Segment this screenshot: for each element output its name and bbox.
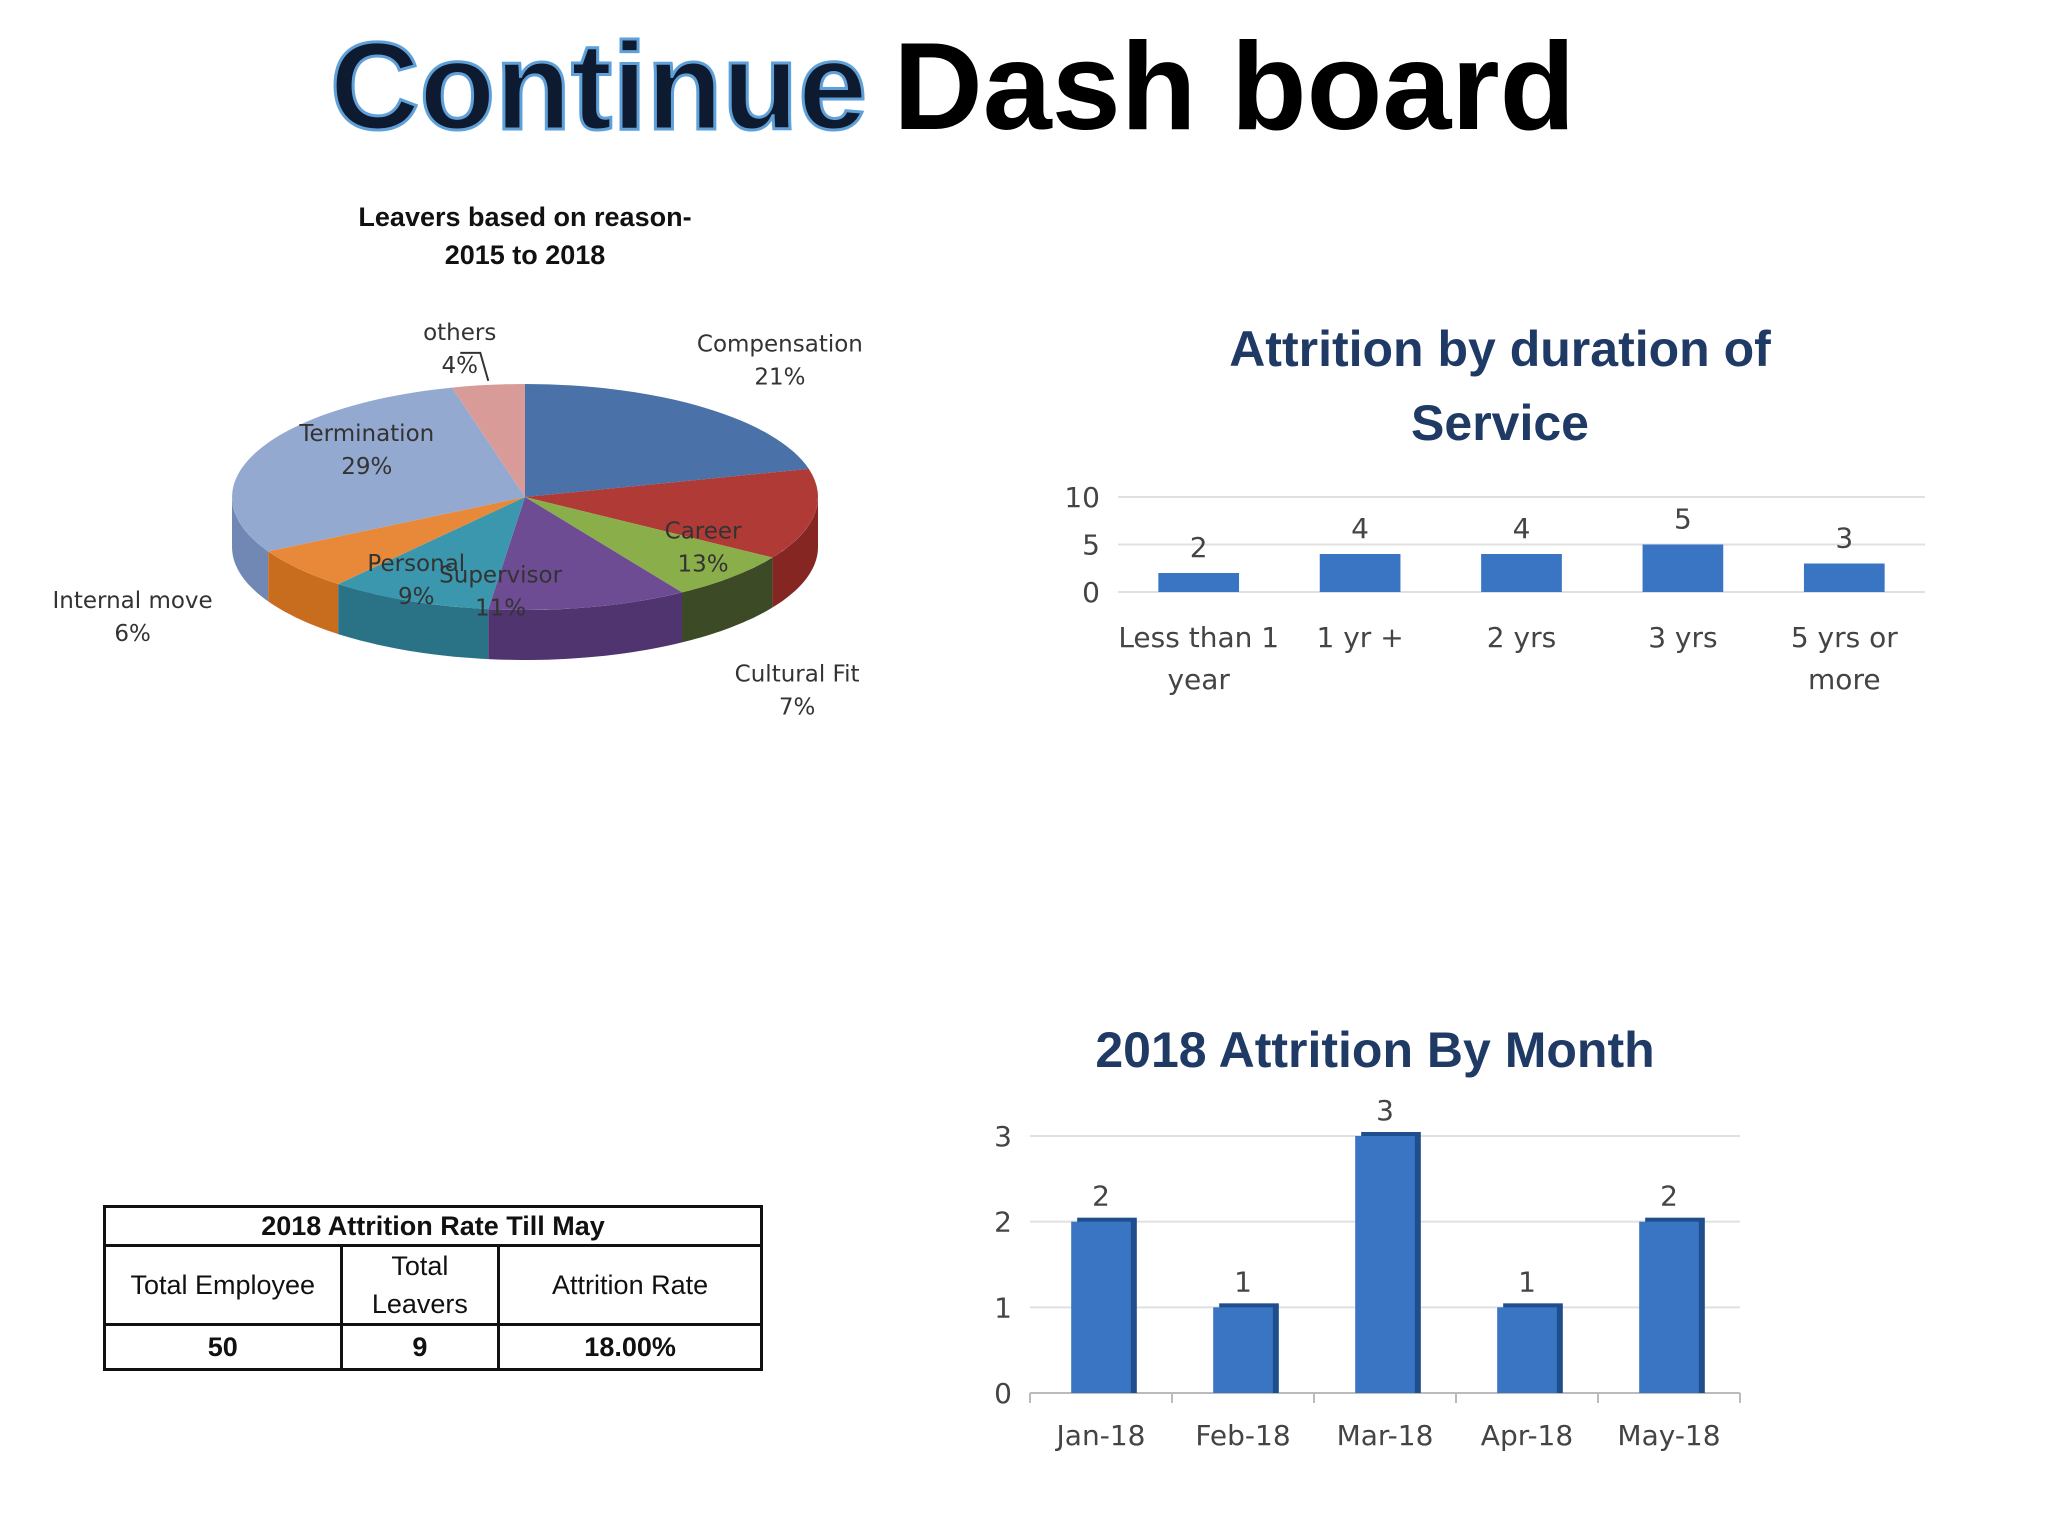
title-rest: Dash board — [893, 18, 1576, 156]
pie-title-line-1: Leavers based on reason- — [358, 202, 692, 232]
bar-feb-18 — [1213, 1307, 1273, 1393]
x-tick-label-jan-18: Jan-18 — [1055, 1419, 1146, 1452]
cell-attrition-rate: 18.00% — [497, 1323, 763, 1371]
pie-value-compensation: 21% — [754, 365, 805, 391]
y-tick-label: 0 — [994, 1377, 1012, 1410]
data-label-feb-18: 1 — [1234, 1265, 1252, 1298]
pie-value-personal: 9% — [398, 584, 435, 610]
pie-side-career — [772, 497, 818, 608]
x-tick-label-less-than-1-year: year — [1167, 663, 1230, 696]
x-tick-label-5-yrs-or-more: 5 yrs or — [1791, 621, 1898, 654]
pie-slice-supervisor — [488, 497, 682, 610]
data-label-3-yrs: 5 — [1674, 503, 1692, 536]
month-bar-chart: 0 1 2 3 2 Jan-18 1 Feb-18 3 Mar-18 1 Apr-18 2 May-18 — [994, 1094, 1741, 1452]
table-header-row: Total Employee Total Leavers Attrition R… — [103, 1244, 763, 1326]
bar-jan-18 — [1071, 1221, 1131, 1393]
cell-total-leavers: 9 — [339, 1323, 501, 1371]
pie-chart: Compensation 21% Career 13% Cultural Fit 7% Su… — [52, 320, 862, 720]
pie-value-cultural-fit: 7% — [779, 694, 816, 720]
pie-leader-line-others — [460, 351, 490, 382]
pie-slice-career — [525, 468, 818, 558]
pie-label-others: others — [423, 320, 496, 346]
bar-3-yrs — [1642, 544, 1724, 592]
x-tick-label-5-yrs-or-more: more — [1808, 663, 1881, 696]
pie-value-supervisor: 11% — [475, 596, 526, 622]
data-label-5-yrs-or-more: 3 — [1835, 522, 1853, 555]
attrition-rate-table: 2018 Attrition Rate Till May Total Emplo… — [103, 1205, 763, 1371]
pie-slice-personal — [338, 497, 525, 610]
x-tick-label-less-than-1-year: Less than 1 — [1118, 621, 1279, 654]
bar-apr-18 — [1497, 1307, 1557, 1393]
pie-title-line-2: 2015 to 2018 — [444, 240, 606, 270]
y-tick-label: 10 — [1064, 481, 1100, 514]
pie-label-personal: Personal — [367, 551, 465, 577]
pie-label-internal-move: Internal move — [52, 588, 212, 614]
title-highlight: Continue — [328, 18, 868, 156]
pie-slice-others — [452, 384, 525, 497]
pie-side-supervisor — [488, 592, 682, 660]
pie-side-internal-move — [268, 551, 339, 635]
y-tick-label: 1 — [994, 1291, 1012, 1324]
x-tick-label-mar-18: Mar-18 — [1337, 1419, 1434, 1452]
bar-2-yrs — [1481, 554, 1562, 592]
y-tick-label: 0 — [1082, 576, 1100, 609]
y-tick-label: 3 — [994, 1120, 1012, 1153]
data-label-2-yrs: 4 — [1513, 512, 1531, 545]
table-row: 50 9 18.00% — [103, 1323, 763, 1371]
duration-bar-chart: 0 5 10 2 Less than 1 year 4 1 yr + 4 2 yrs 5 3 yrs 3… — [1064, 481, 1925, 696]
data-label-jan-18: 2 — [1092, 1180, 1110, 1213]
pie-value-termination: 29% — [341, 454, 392, 480]
duration-title-line-1: Attrition by duration of — [1229, 321, 1771, 377]
bar-less-than-1-year — [1158, 573, 1240, 592]
cell-total-employee: 50 — [103, 1323, 343, 1371]
pie-side-cultural-fit — [682, 557, 773, 643]
header-total-leavers: Total Leavers — [339, 1244, 501, 1326]
y-tick-label: 2 — [994, 1206, 1012, 1239]
x-tick-label-may-18: May-18 — [1617, 1419, 1720, 1452]
header-total-leavers-line-1: Total — [391, 1251, 449, 1281]
data-label-apr-18: 1 — [1518, 1265, 1536, 1298]
x-tick-label-2-yrs: 2 yrs — [1487, 621, 1556, 654]
bar-mar-18 — [1355, 1136, 1415, 1393]
y-tick-label: 5 — [1082, 529, 1100, 562]
pie-chart-title: Leavers based on reason- 2015 to 2018 — [330, 198, 720, 274]
pie-label-career: Career — [665, 519, 742, 545]
table-caption: 2018 Attrition Rate Till May — [103, 1205, 763, 1247]
pie-value-internal-move: 6% — [114, 621, 151, 647]
header-attrition-rate: Attrition Rate — [497, 1244, 763, 1326]
page-title: Continue Dash board — [328, 18, 1576, 156]
data-label-mar-18: 3 — [1376, 1094, 1394, 1127]
pie-value-others: 4% — [441, 353, 478, 379]
data-label-1-yr: 4 — [1351, 512, 1369, 545]
table-caption-row: 2018 Attrition Rate Till May — [103, 1205, 763, 1247]
pie-slice-internal-move — [268, 497, 525, 585]
pie-label-supervisor: Supervisor — [439, 563, 562, 589]
pie-label-termination: Termination — [298, 421, 434, 447]
pie-side-termination — [232, 497, 269, 602]
pie-side-personal — [338, 584, 489, 660]
pie-value-career: 13% — [678, 552, 729, 578]
duration-title-line-2: Service — [1411, 395, 1589, 451]
bar-5-yrs-or-more — [1803, 563, 1885, 592]
x-tick-label-3-yrs: 3 yrs — [1648, 621, 1717, 654]
x-tick-label-apr-18: Apr-18 — [1481, 1419, 1573, 1452]
pie-label-cultural-fit: Cultural Fit — [735, 661, 860, 687]
pie-slice-termination — [232, 387, 526, 552]
month-chart-title: 2018 Attrition By Month — [1095, 1022, 1655, 1078]
header-total-leavers-line-2: Leavers — [371, 1289, 468, 1319]
data-label-may-18: 2 — [1660, 1180, 1678, 1213]
pie-label-compensation: Compensation — [697, 332, 863, 358]
header-total-employee: Total Employee — [103, 1244, 343, 1326]
data-label-less-than-1-year: 2 — [1190, 531, 1208, 564]
duration-chart-title: Attrition by duration of Service — [1150, 312, 1850, 460]
x-tick-label-1-yr: 1 yr + — [1317, 621, 1404, 654]
bar-may-18 — [1639, 1221, 1699, 1393]
pie-slice-compensation — [525, 384, 809, 497]
bar-1-yr — [1319, 554, 1401, 592]
x-tick-label-feb-18: Feb-18 — [1195, 1419, 1290, 1452]
pie-slice-cultural-fit — [525, 497, 773, 593]
